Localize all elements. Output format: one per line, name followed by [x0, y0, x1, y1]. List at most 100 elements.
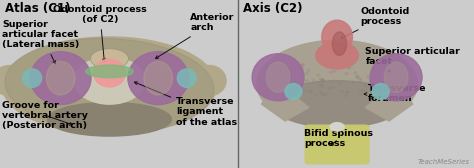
Ellipse shape	[321, 93, 324, 95]
Ellipse shape	[285, 83, 302, 99]
Ellipse shape	[86, 65, 133, 78]
Ellipse shape	[297, 64, 300, 66]
Ellipse shape	[319, 78, 321, 80]
Ellipse shape	[5, 38, 214, 133]
Ellipse shape	[328, 87, 330, 89]
Text: Axis (C2): Axis (C2)	[243, 2, 302, 15]
Ellipse shape	[5, 62, 47, 99]
Ellipse shape	[319, 91, 322, 93]
FancyBboxPatch shape	[305, 125, 369, 164]
Ellipse shape	[372, 83, 389, 99]
Ellipse shape	[266, 62, 290, 92]
Ellipse shape	[339, 82, 342, 84]
Ellipse shape	[299, 66, 301, 68]
Ellipse shape	[375, 69, 378, 71]
Ellipse shape	[128, 52, 189, 104]
Text: Superior articular
facet: Superior articular facet	[365, 47, 460, 72]
Ellipse shape	[322, 20, 353, 54]
Ellipse shape	[359, 94, 362, 96]
Ellipse shape	[299, 86, 302, 88]
Ellipse shape	[354, 72, 357, 74]
Ellipse shape	[301, 67, 303, 69]
Ellipse shape	[0, 66, 26, 96]
Text: TeachMeSeries: TeachMeSeries	[417, 159, 469, 165]
Ellipse shape	[177, 69, 196, 87]
Ellipse shape	[272, 81, 402, 128]
Ellipse shape	[321, 79, 324, 81]
Ellipse shape	[373, 69, 375, 71]
Ellipse shape	[362, 90, 365, 92]
Ellipse shape	[193, 66, 226, 96]
Ellipse shape	[346, 92, 349, 94]
Ellipse shape	[2, 37, 217, 134]
Ellipse shape	[356, 75, 359, 77]
Ellipse shape	[369, 81, 372, 83]
Ellipse shape	[376, 70, 378, 72]
Ellipse shape	[298, 93, 301, 95]
Ellipse shape	[348, 67, 351, 69]
Text: Anterior
arch: Anterior arch	[155, 13, 235, 58]
Ellipse shape	[93, 59, 126, 87]
Ellipse shape	[171, 62, 214, 99]
Ellipse shape	[74, 57, 145, 104]
Ellipse shape	[319, 84, 322, 86]
Ellipse shape	[332, 32, 346, 55]
Ellipse shape	[330, 123, 344, 131]
Ellipse shape	[309, 91, 311, 93]
Ellipse shape	[345, 66, 348, 68]
Ellipse shape	[367, 75, 370, 77]
Ellipse shape	[305, 72, 308, 74]
Ellipse shape	[341, 90, 344, 92]
Ellipse shape	[306, 80, 309, 82]
Ellipse shape	[303, 90, 306, 92]
Ellipse shape	[321, 79, 324, 81]
Ellipse shape	[352, 82, 355, 84]
Ellipse shape	[359, 90, 362, 92]
PathPatch shape	[365, 81, 413, 121]
Ellipse shape	[370, 54, 422, 101]
Ellipse shape	[47, 102, 171, 136]
Ellipse shape	[327, 65, 329, 67]
Ellipse shape	[346, 91, 348, 93]
Ellipse shape	[46, 61, 75, 95]
Ellipse shape	[323, 94, 326, 96]
Ellipse shape	[345, 95, 347, 97]
Ellipse shape	[369, 78, 372, 80]
Ellipse shape	[359, 80, 362, 82]
Ellipse shape	[30, 52, 91, 104]
Ellipse shape	[310, 90, 313, 92]
Ellipse shape	[307, 70, 310, 72]
Text: Odontoid
process: Odontoid process	[340, 7, 410, 39]
Ellipse shape	[333, 70, 336, 72]
Ellipse shape	[296, 69, 299, 71]
Text: Transverse
foramen: Transverse foramen	[364, 84, 426, 103]
Ellipse shape	[144, 61, 173, 95]
Ellipse shape	[23, 69, 42, 87]
Ellipse shape	[317, 74, 320, 76]
Text: Groove for
vertebral artery
(Posterior arch): Groove for vertebral artery (Posterior a…	[2, 101, 88, 130]
Ellipse shape	[384, 62, 408, 92]
Ellipse shape	[371, 88, 374, 90]
Text: Transverse
ligament
of the atlas: Transverse ligament of the atlas	[135, 82, 237, 127]
Ellipse shape	[345, 73, 348, 75]
Text: Atlas (C1): Atlas (C1)	[5, 2, 70, 15]
Ellipse shape	[365, 89, 367, 91]
Ellipse shape	[316, 42, 358, 69]
Ellipse shape	[329, 71, 332, 73]
Text: Bifid spinous
process: Bifid spinous process	[304, 129, 373, 148]
Ellipse shape	[364, 85, 367, 87]
Ellipse shape	[358, 78, 361, 80]
Ellipse shape	[91, 49, 128, 69]
Ellipse shape	[356, 76, 359, 78]
Text: Odontoid process
(of C2): Odontoid process (of C2)	[53, 5, 147, 62]
Ellipse shape	[314, 94, 317, 96]
Ellipse shape	[325, 93, 328, 95]
Ellipse shape	[373, 66, 376, 68]
Ellipse shape	[312, 79, 315, 81]
Ellipse shape	[321, 86, 324, 88]
Ellipse shape	[302, 63, 304, 65]
Ellipse shape	[331, 87, 334, 89]
Ellipse shape	[252, 54, 304, 101]
Ellipse shape	[301, 65, 304, 67]
PathPatch shape	[262, 81, 309, 121]
